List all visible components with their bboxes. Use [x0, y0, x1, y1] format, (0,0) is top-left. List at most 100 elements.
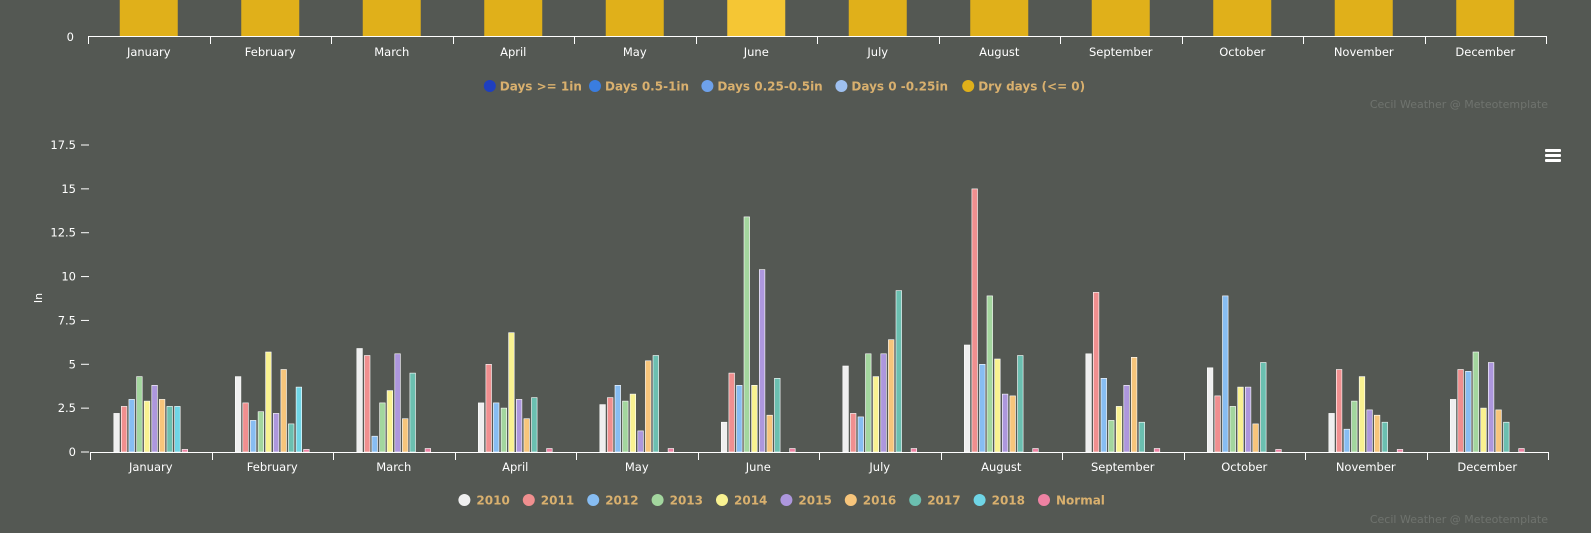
bar-normal-may[interactable]	[667, 448, 674, 453]
bar-2014-may[interactable]	[629, 393, 636, 453]
bar-2012-november[interactable]	[1343, 428, 1350, 453]
bar-2010-may[interactable]	[599, 404, 606, 453]
bar-2014-september[interactable]	[1115, 406, 1123, 453]
bar-normal-december[interactable]	[1518, 448, 1525, 453]
bar-2014-february[interactable]	[265, 351, 272, 453]
bar-2014-march[interactable]	[386, 390, 394, 453]
legend-marker[interactable]	[651, 494, 664, 506]
legend-marker[interactable]	[458, 494, 471, 506]
bar-2016-january[interactable]	[159, 399, 166, 453]
bar-2015-march[interactable]	[394, 353, 401, 453]
bar-2013-january[interactable]	[136, 376, 143, 453]
bar-2013-april[interactable]	[500, 407, 508, 453]
bar-2010-august[interactable]	[963, 344, 971, 453]
legend-marker[interactable]	[1038, 494, 1050, 506]
bar-2015-august[interactable]	[1001, 393, 1009, 453]
dry-days-bar-february[interactable]	[241, 0, 300, 36]
bar-2011-october[interactable]	[1214, 395, 1221, 453]
bar-2016-may[interactable]	[645, 360, 652, 453]
dry-days-bar-november[interactable]	[1334, 0, 1393, 36]
bar-2012-may[interactable]	[614, 384, 621, 453]
bar-2010-january[interactable]	[113, 413, 120, 453]
bar-2016-february[interactable]	[280, 369, 287, 453]
bar-2013-october[interactable]	[1229, 406, 1236, 453]
bar-2011-september[interactable]	[1093, 292, 1100, 453]
bar-2017-october[interactable]	[1260, 362, 1267, 453]
bar-2013-july[interactable]	[865, 353, 872, 453]
bar-2014-august[interactable]	[994, 358, 1001, 453]
top-legend-marker[interactable]	[962, 80, 975, 92]
bar-2011-february[interactable]	[242, 402, 249, 453]
bar-2011-july[interactable]	[850, 413, 857, 453]
bar-2011-december[interactable]	[1457, 369, 1464, 453]
dry-days-bar-april[interactable]	[484, 0, 543, 36]
dry-days-bar-july[interactable]	[848, 0, 907, 36]
bar-2012-september[interactable]	[1100, 377, 1107, 453]
legend-marker[interactable]	[716, 494, 728, 506]
dry-days-bar-march[interactable]	[362, 0, 421, 36]
dry-days-bar-august[interactable]	[970, 0, 1029, 36]
bar-2012-april[interactable]	[493, 402, 500, 453]
bar-2015-may[interactable]	[637, 430, 644, 453]
legend-marker[interactable]	[522, 494, 535, 506]
bar-2015-september[interactable]	[1123, 384, 1130, 453]
bar-2016-october[interactable]	[1252, 423, 1259, 453]
bar-2012-december[interactable]	[1465, 370, 1472, 453]
bar-2010-september[interactable]	[1085, 353, 1092, 453]
bar-normal-february[interactable]	[303, 449, 310, 453]
bar-2016-august[interactable]	[1009, 395, 1016, 453]
bar-2012-june[interactable]	[736, 384, 743, 453]
bar-2010-june[interactable]	[720, 421, 728, 453]
bar-2013-may[interactable]	[622, 400, 629, 453]
bar-2011-january[interactable]	[121, 406, 128, 453]
bar-2014-december[interactable]	[1480, 407, 1487, 453]
bar-2010-october[interactable]	[1207, 367, 1214, 453]
bar-2012-august[interactable]	[979, 363, 986, 453]
legend-marker[interactable]	[909, 494, 922, 506]
bar-normal-october[interactable]	[1275, 449, 1282, 453]
bar-2016-april[interactable]	[523, 418, 530, 453]
dry-days-bar-october[interactable]	[1213, 0, 1272, 36]
top-legend-marker[interactable]	[483, 80, 496, 92]
bar-2017-march[interactable]	[409, 372, 416, 453]
bar-normal-august[interactable]	[1032, 448, 1039, 453]
bar-2017-june[interactable]	[774, 377, 781, 453]
legend-marker[interactable]	[587, 494, 600, 506]
bar-2017-april[interactable]	[531, 397, 538, 453]
bar-normal-january[interactable]	[181, 449, 189, 453]
bar-2017-january[interactable]	[166, 406, 173, 453]
bar-2013-august[interactable]	[986, 295, 993, 453]
bar-2015-january[interactable]	[151, 384, 158, 453]
bar-2011-may[interactable]	[607, 397, 614, 453]
bar-2013-february[interactable]	[257, 411, 265, 453]
bar-2010-july[interactable]	[842, 365, 849, 453]
bar-normal-june[interactable]	[789, 448, 796, 453]
bar-2017-november[interactable]	[1381, 421, 1388, 453]
bar-2010-december[interactable]	[1450, 399, 1457, 453]
bar-2011-august[interactable]	[971, 188, 978, 453]
bar-2015-july[interactable]	[880, 353, 887, 453]
bar-2013-march[interactable]	[379, 402, 386, 453]
bar-normal-april[interactable]	[546, 448, 553, 453]
bar-2011-june[interactable]	[728, 372, 735, 453]
bar-2014-april[interactable]	[508, 332, 515, 453]
bar-2017-july[interactable]	[895, 290, 902, 453]
bar-2016-december[interactable]	[1495, 409, 1502, 453]
bar-2014-july[interactable]	[872, 376, 879, 453]
bar-2013-december[interactable]	[1472, 351, 1479, 453]
top-legend-marker[interactable]	[589, 80, 601, 92]
bar-2014-november[interactable]	[1358, 376, 1366, 453]
bar-2012-october[interactable]	[1222, 295, 1229, 453]
bar-2014-june[interactable]	[751, 384, 758, 453]
bar-2015-june[interactable]	[758, 269, 766, 453]
dry-days-bar-september[interactable]	[1091, 0, 1150, 36]
bar-normal-september[interactable]	[1153, 448, 1161, 453]
bar-normal-november[interactable]	[1396, 449, 1404, 453]
bar-2014-january[interactable]	[143, 400, 151, 453]
legend-marker[interactable]	[844, 494, 857, 506]
bar-2012-february[interactable]	[250, 420, 257, 453]
bar-2011-november[interactable]	[1336, 369, 1343, 453]
bar-normal-march[interactable]	[424, 448, 432, 453]
bar-2018-february[interactable]	[295, 386, 303, 453]
bar-2012-january[interactable]	[128, 399, 135, 453]
